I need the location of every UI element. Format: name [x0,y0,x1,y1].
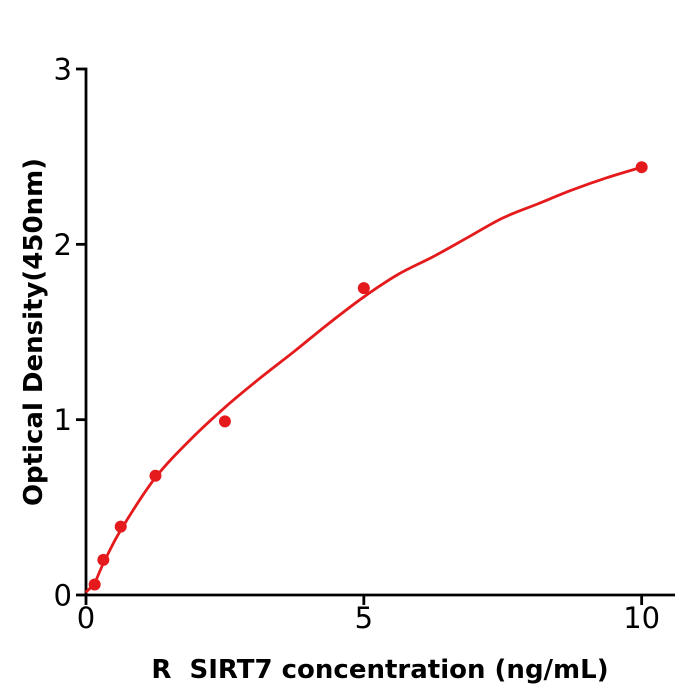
x-tick-label: 5 [355,601,373,635]
data-point [88,578,101,591]
data-point [357,282,370,295]
y-tick-label: 2 [54,228,72,262]
y-tick-label: 1 [54,403,72,437]
y-tick-label: 3 [54,53,72,87]
x-tick-label: 10 [623,601,660,635]
data-point [218,415,231,428]
data-point [97,553,110,566]
data-point [635,161,648,174]
fit-curve [85,165,644,593]
data-point [149,469,162,482]
y-tick-label: 0 [54,579,72,613]
plot-layer [85,161,648,593]
axes-layer: 0 5 10 0 1 2 3 [54,53,675,635]
data-point [114,520,127,533]
x-tick-label: 0 [77,601,95,635]
x-axis-label: R SIRT7 concentration (ng/mL) [151,655,608,685]
y-axis-label: Optical Density(450nm) [19,158,49,506]
